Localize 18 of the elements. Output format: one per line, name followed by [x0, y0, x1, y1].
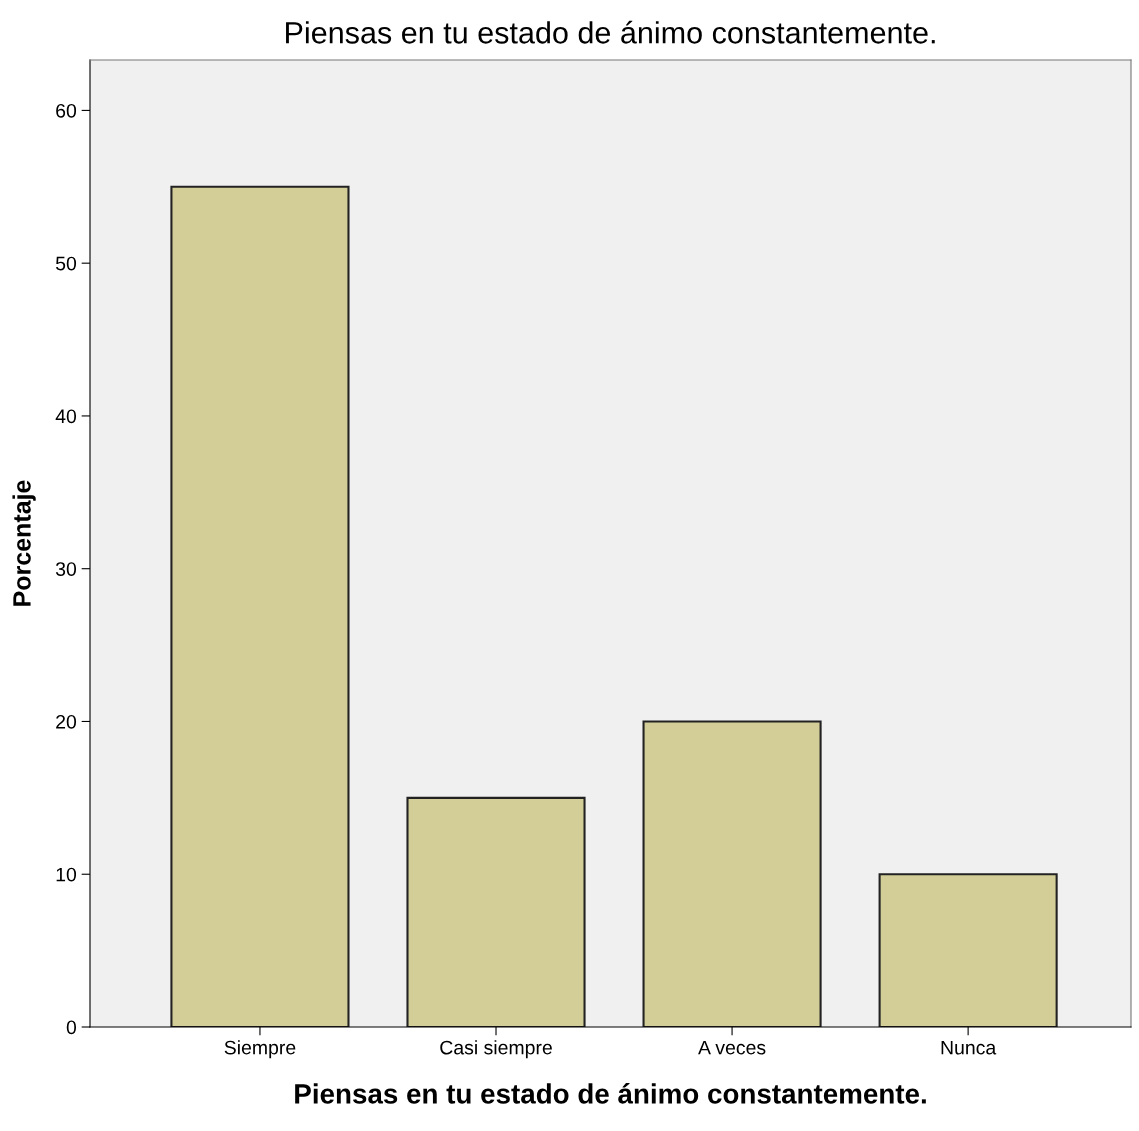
x-tick-label: Siempre [224, 1040, 296, 1059]
y-tick-label: 20 [56, 714, 77, 729]
bar [642, 720, 822, 1027]
chart-title: Piensas en tu estado de ánimo constantemente. [286, 20, 935, 44]
x-axis-title: Piensas en tu estado de ánimo constantemente. [295, 1083, 926, 1104]
bar [406, 796, 586, 1027]
x-tick-label: A veces [698, 1040, 766, 1055]
bar [878, 873, 1058, 1027]
y-tick-label: 10 [56, 867, 77, 882]
x-tick-label: Casi siempre [440, 1040, 552, 1059]
y-tick-label: 50 [55, 256, 77, 271]
bar [170, 185, 350, 1027]
y-tick-label: 60 [56, 103, 77, 118]
y-tick-label: 0 [66, 1020, 77, 1035]
y-tick-label: 40 [55, 409, 77, 424]
y-axis-title: Porcentaje [12, 480, 36, 606]
x-tick-label: Nunca [941, 1040, 997, 1055]
y-tick-label: 30 [55, 562, 77, 576]
